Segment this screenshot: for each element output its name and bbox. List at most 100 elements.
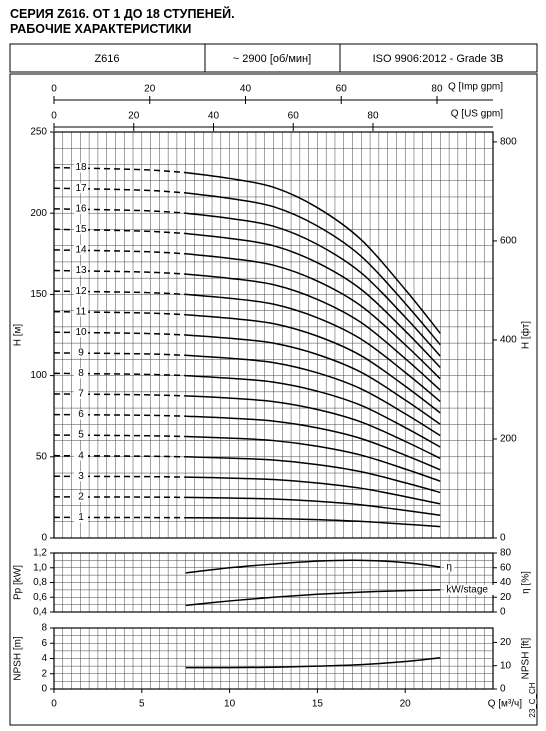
label-bg bbox=[74, 471, 88, 482]
y2-tick-label: 80 bbox=[500, 548, 512, 559]
series-label: 9 bbox=[78, 348, 84, 359]
y-tick-label: 2 bbox=[41, 668, 47, 679]
label-bg bbox=[74, 224, 88, 235]
top-tick-label: 20 bbox=[144, 84, 156, 95]
y2-tick-label: 0 bbox=[500, 607, 506, 618]
series-label: 6 bbox=[78, 409, 84, 420]
y2-tick-label: 200 bbox=[500, 434, 517, 445]
standard: ISO 9906:2012 - Grade 3B bbox=[373, 53, 504, 65]
label-bg bbox=[74, 491, 88, 502]
x-tick-label: 0 bbox=[51, 699, 57, 710]
series-label: 3 bbox=[78, 471, 84, 482]
curve bbox=[185, 656, 441, 669]
curve-dashed bbox=[53, 249, 186, 255]
curve-dashed bbox=[53, 187, 186, 194]
curve-dashed bbox=[53, 331, 186, 336]
curve bbox=[185, 374, 441, 448]
y-tick-label: 4 bbox=[41, 653, 47, 664]
label-bg bbox=[74, 244, 88, 255]
series-label: 14 bbox=[75, 245, 87, 256]
top-tick-label: 40 bbox=[208, 111, 220, 122]
y-tick-label: 0,8 bbox=[33, 577, 47, 588]
label-bg bbox=[444, 584, 497, 595]
y-tick-label: 8 bbox=[41, 623, 47, 634]
chart-frame bbox=[9, 73, 538, 726]
curve bbox=[185, 354, 441, 437]
curve bbox=[185, 456, 441, 494]
curve bbox=[185, 476, 441, 505]
plot-frame bbox=[53, 131, 494, 539]
y-tick-label: 0 bbox=[41, 684, 47, 695]
y-tick-label: 250 bbox=[30, 127, 47, 138]
series-label: 2 bbox=[78, 492, 84, 503]
curve bbox=[185, 313, 441, 414]
y2-tick-label: 20 bbox=[500, 637, 512, 648]
curve bbox=[185, 516, 441, 528]
series-label: 7 bbox=[78, 389, 84, 400]
y2-tick-label: 60 bbox=[500, 562, 512, 573]
y-tick-label: 100 bbox=[30, 370, 47, 381]
curve bbox=[185, 212, 441, 357]
y2-tick-label: 0 bbox=[500, 533, 506, 544]
label-bg bbox=[74, 286, 88, 297]
y-tick-label: 1,2 bbox=[33, 548, 47, 559]
top-axis-label: Q [Imp gpm] bbox=[448, 82, 503, 93]
y-axis-label: NPSH [m] bbox=[13, 636, 24, 681]
top-tick-label: 0 bbox=[51, 84, 57, 95]
label-bg bbox=[444, 562, 455, 573]
curve-dashed bbox=[53, 166, 186, 174]
curve-dashed bbox=[53, 434, 186, 438]
curve-dashed bbox=[53, 269, 186, 275]
curve-dashed bbox=[53, 352, 186, 357]
label-bg bbox=[74, 183, 88, 194]
curve-dashed bbox=[53, 454, 186, 458]
x-tick-label: 20 bbox=[400, 699, 412, 710]
series-label: 5 bbox=[78, 430, 84, 441]
series-label: η bbox=[446, 562, 452, 573]
y2-tick-label: 800 bbox=[500, 137, 517, 148]
series-label: 10 bbox=[75, 327, 87, 338]
y-tick-label: 50 bbox=[36, 451, 48, 462]
y-tick-label: 200 bbox=[30, 208, 47, 219]
top-tick-label: 20 bbox=[128, 111, 140, 122]
label-bg bbox=[74, 306, 88, 317]
top-tick-label: 80 bbox=[367, 111, 379, 122]
y2-axis-label: H [фт] bbox=[520, 321, 532, 349]
label-bg bbox=[74, 388, 88, 399]
label-bg bbox=[74, 203, 88, 214]
curve-dashed bbox=[53, 372, 186, 377]
label-bg bbox=[74, 347, 88, 358]
series-label: 15 bbox=[75, 224, 87, 235]
header-box bbox=[9, 43, 538, 73]
y2-tick-label: 10 bbox=[500, 660, 512, 671]
curve bbox=[185, 293, 441, 403]
label-bg bbox=[74, 430, 88, 441]
series-label: 18 bbox=[75, 162, 87, 173]
y2-tick-label: 20 bbox=[500, 592, 512, 603]
top-tick-label: 60 bbox=[336, 84, 348, 95]
series-label: 11 bbox=[76, 306, 87, 317]
model: Z616 bbox=[94, 53, 119, 65]
label-bg bbox=[74, 265, 88, 276]
top-tick-label: 40 bbox=[240, 84, 252, 95]
curve-dashed bbox=[53, 208, 186, 214]
speed: ~ 2900 [об/мин] bbox=[233, 53, 311, 65]
top-axis-label: Q [US gpm] bbox=[451, 109, 503, 120]
curve bbox=[185, 171, 441, 334]
y-tick-label: 0,6 bbox=[33, 592, 47, 603]
top-tick-label: 0 bbox=[51, 111, 57, 122]
curve bbox=[185, 334, 441, 425]
curve-dashed bbox=[53, 290, 186, 296]
label-bg bbox=[74, 512, 88, 523]
x-tick-label: 5 bbox=[139, 699, 145, 710]
label-bg bbox=[74, 368, 88, 379]
label-bg bbox=[74, 409, 88, 420]
footer-code: 23_C_CH bbox=[528, 682, 537, 717]
x-axis-label: Q [м³/ч] bbox=[488, 699, 523, 710]
series-label: 4 bbox=[78, 450, 84, 461]
top-tick-label: 80 bbox=[431, 84, 443, 95]
y-tick-label: 6 bbox=[41, 638, 47, 649]
curve-dashed bbox=[53, 475, 186, 478]
y-tick-label: 1,0 bbox=[33, 562, 47, 573]
